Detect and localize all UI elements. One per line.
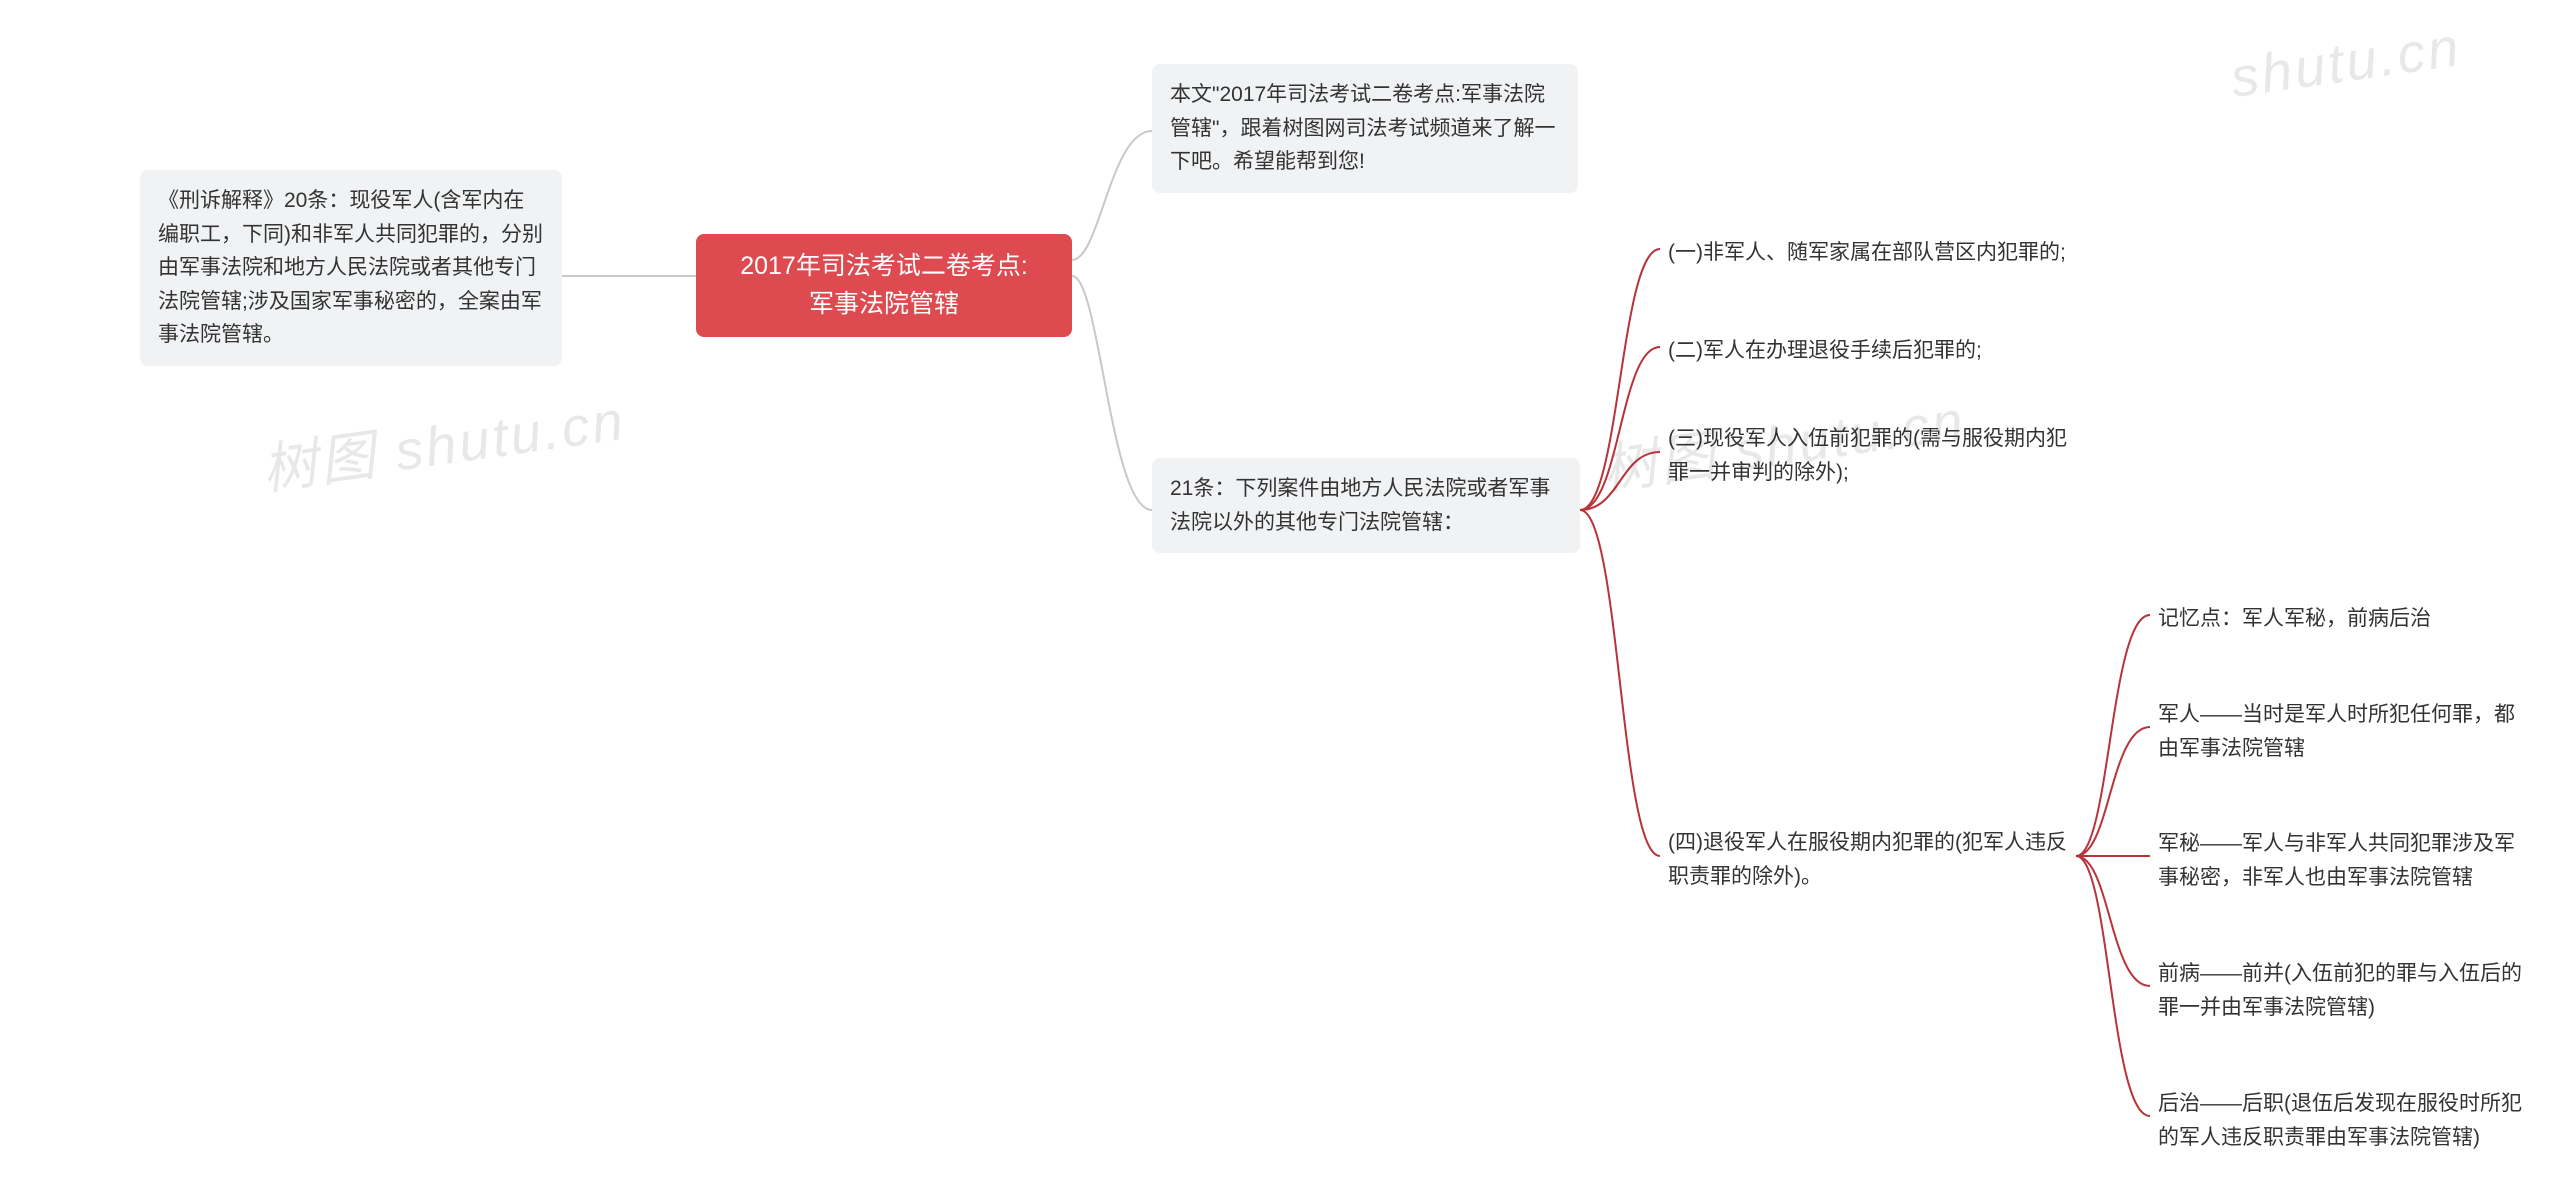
right-intro-text: 本文"2017年司法考试二卷考点:军事法院管辖"，跟着树图网司法考试频道来了解一…: [1170, 83, 1555, 173]
item-2-text: (二)军人在办理退役手续后犯罪的;: [1668, 339, 1982, 362]
root-node: 2017年司法考试二卷考点: 军事法院管辖: [696, 234, 1072, 337]
memory-3-text: 军秘——军人与非军人共同犯罪涉及军事秘密，非军人也由军事法院管辖: [2158, 832, 2515, 889]
memory-4-text: 前病——前并(入伍前犯的罪与入伍后的罪一并由军事法院管辖): [2158, 962, 2522, 1019]
root-line2: 军事法院管辖: [809, 290, 959, 318]
memory-4: 前病——前并(入伍前犯的罪与入伍后的罪一并由军事法院管辖): [2150, 951, 2530, 1030]
memory-1-text: 记忆点：军人军秘，前病后治: [2158, 607, 2431, 630]
memory-1: 记忆点：军人军秘，前病后治: [2150, 596, 2530, 642]
watermark-3: shutu.cn: [2227, 14, 2466, 110]
right-article-21: 21条：下列案件由地方人民法院或者军事法院以外的其他专门法院管辖：: [1152, 458, 1580, 553]
root-line1: 2017年司法考试二卷考点:: [740, 252, 1028, 280]
item-1: (一)非军人、随军家属在部队营区内犯罪的;: [1660, 230, 2080, 276]
item-3: (三)现役军人入伍前犯罪的(需与服役期内犯罪一并审判的除外);: [1660, 416, 2080, 495]
memory-5: 后治——后职(退伍后发现在服役时所犯的军人违反职责罪由军事法院管辖): [2150, 1081, 2530, 1160]
watermark-1: 树图 shutu.cn: [256, 375, 630, 505]
left-article-20: 《刑诉解释》20条：现役军人(含军内在编职工，下同)和非军人共同犯罪的，分别由军…: [140, 170, 562, 366]
item-4-text: (四)退役军人在服役期内犯罪的(犯军人违反职责罪的除外)。: [1668, 831, 2067, 888]
memory-2: 军人——当时是军人时所犯任何罪，都由军事法院管辖: [2150, 692, 2530, 771]
memory-2-text: 军人——当时是军人时所犯任何罪，都由军事法院管辖: [2158, 703, 2515, 760]
item-4: (四)退役军人在服役期内犯罪的(犯军人违反职责罪的除外)。: [1660, 820, 2076, 899]
memory-3: 军秘——军人与非军人共同犯罪涉及军事秘密，非军人也由军事法院管辖: [2150, 821, 2530, 900]
right-intro: 本文"2017年司法考试二卷考点:军事法院管辖"，跟着树图网司法考试频道来了解一…: [1152, 64, 1578, 193]
memory-5-text: 后治——后职(退伍后发现在服役时所犯的军人违反职责罪由军事法院管辖): [2158, 1092, 2522, 1149]
item-3-text: (三)现役军人入伍前犯罪的(需与服役期内犯罪一并审判的除外);: [1668, 427, 2067, 484]
left-text: 《刑诉解释》20条：现役军人(含军内在编职工，下同)和非军人共同犯罪的，分别由军…: [158, 189, 543, 346]
right-21-text: 21条：下列案件由地方人民法院或者军事法院以外的其他专门法院管辖：: [1170, 477, 1550, 534]
item-1-text: (一)非军人、随军家属在部队营区内犯罪的;: [1668, 241, 2066, 264]
item-2: (二)军人在办理退役手续后犯罪的;: [1660, 328, 2080, 374]
